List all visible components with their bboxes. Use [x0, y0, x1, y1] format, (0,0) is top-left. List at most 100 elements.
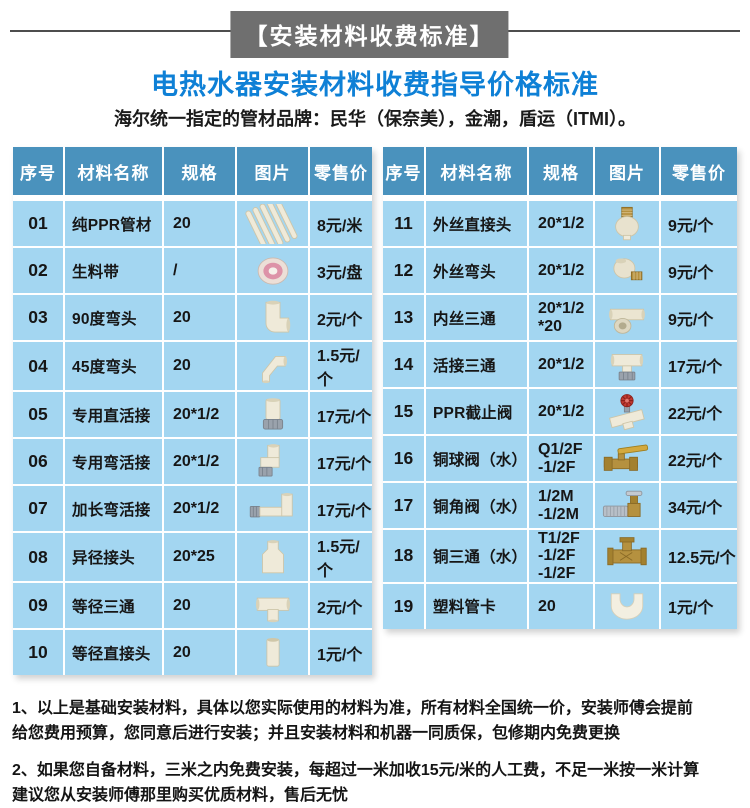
cell-photo: [237, 342, 308, 390]
cell-spec: 20*1/2: [164, 392, 235, 437]
cell-spec: 20*25: [164, 533, 235, 581]
cell-price: 17元/个: [661, 342, 737, 387]
cell-material-name: 外丝弯头: [426, 248, 527, 293]
cell-material-name: 铜三通（水）: [426, 530, 527, 582]
cell-seq: 09: [13, 583, 63, 628]
cell-price: 1元/个: [310, 630, 372, 675]
cell-price: 12.5元/个: [661, 530, 737, 582]
cell-seq: 13: [383, 295, 424, 340]
cell-spec: 20*1/2 *20: [529, 295, 593, 340]
cell-photo: [595, 483, 659, 528]
cell-spec: 20: [164, 342, 235, 390]
cell-price: 2元/个: [310, 583, 372, 628]
cell-price: 8元/米: [310, 201, 372, 246]
cell-material-name: 铜球阀（水）: [426, 436, 527, 481]
cell-photo: [237, 486, 308, 531]
cell-photo: [595, 530, 659, 582]
cell-seq: 10: [13, 630, 63, 675]
cell-seq: 07: [13, 486, 63, 531]
column-header: 图片: [595, 147, 659, 195]
cell-photo: [595, 583, 659, 629]
tape-icon: [257, 256, 288, 285]
angle-valve-icon: [602, 490, 643, 517]
cell-spec: T1/2F -1/2F -1/2F: [529, 530, 593, 582]
cell-seq: 15: [383, 389, 424, 434]
cell-spec: 20*1/2: [529, 389, 593, 434]
reducer-icon: [261, 540, 284, 574]
note-2: 2、如果您自备材料，三米之内免费安装，每超过一米加收15元/米的人工费，不足一米…: [12, 762, 700, 804]
cell-photo: [237, 248, 308, 293]
top-banner: 【安装材料收费标准】: [0, 0, 750, 58]
cell-price: 9元/个: [661, 201, 737, 246]
cell-photo: [595, 201, 659, 246]
cell-photo: [237, 439, 308, 484]
cell-photo: [237, 630, 308, 675]
cell-material-name: 等径直接头: [65, 630, 162, 675]
subtitle: 海尔统一指定的管材品牌：民华（保奈美），金潮，盾运（ITMI）。: [114, 109, 636, 129]
pipes-icon: [244, 203, 297, 244]
column-header: 图片: [237, 147, 308, 195]
cell-spec: 20: [529, 583, 593, 629]
cell-seq: 11: [383, 201, 424, 246]
cell-photo: [237, 201, 308, 246]
column-header: 材料名称: [65, 147, 162, 195]
cell-price: 17元/个: [310, 392, 372, 437]
column-header: 零售价: [310, 147, 372, 195]
cell-seq: 17: [383, 483, 424, 528]
cell-material-name: 等径三通: [65, 583, 162, 628]
union-elbow-long-icon: [249, 492, 293, 517]
cell-photo: [237, 533, 308, 581]
cell-seq: 14: [383, 342, 424, 387]
cell-spec: 20*1/2: [529, 201, 593, 246]
male-elbow-icon: [613, 257, 643, 280]
cell-spec: 20*1/2: [164, 439, 235, 484]
cell-price: 3元/盘: [310, 248, 372, 293]
column-header: 序号: [383, 147, 424, 195]
cell-spec: 20: [164, 630, 235, 675]
page-title: 电热水器安装材料收费指导价格标准: [151, 70, 599, 100]
union-tee-icon: [610, 353, 644, 380]
cell-seq: 19: [383, 583, 424, 629]
table-header-row: 序号 材料名称 规格 图片 零售价: [383, 147, 737, 195]
cell-material-name: 专用直活接: [65, 392, 162, 437]
cell-material-name: 铜角阀（水）: [426, 483, 527, 528]
column-header: 规格: [164, 147, 235, 195]
cell-material-name: 内丝三通: [426, 295, 527, 340]
cell-price: 22元/个: [661, 436, 737, 481]
tee-icon: [255, 597, 290, 622]
cell-seq: 08: [13, 533, 63, 581]
elbow90-icon: [265, 300, 290, 332]
cell-price: 1.5元/个: [310, 533, 372, 581]
cell-material-name: 外丝直接头: [426, 201, 527, 246]
coupler-icon: [265, 637, 280, 667]
stop-valve-icon: [609, 393, 645, 430]
cell-spec: 20*1/2: [164, 486, 235, 531]
table-body: 01 纯PPR管材 20 8元/米 02 生料带/ 3元/盘 03 90度弯头 20 2元/个…: [13, 201, 372, 675]
cell-spec: 20: [164, 201, 235, 246]
cell-seq: 12: [383, 248, 424, 293]
cell-price: 9元/个: [661, 248, 737, 293]
cell-price: 34元/个: [661, 483, 737, 528]
cell-seq: 06: [13, 439, 63, 484]
column-header: 零售价: [661, 147, 737, 195]
female-tee-icon: [609, 308, 645, 334]
cell-seq: 05: [13, 392, 63, 437]
cell-seq: 02: [13, 248, 63, 293]
cell-photo: [595, 295, 659, 340]
cell-spec: 20: [164, 295, 235, 340]
pipe-clamp-icon: [610, 593, 644, 620]
union-straight-icon: [262, 397, 283, 429]
column-header: 序号: [13, 147, 63, 195]
cell-photo: [595, 248, 659, 293]
cell-material-name: 专用弯活接: [65, 439, 162, 484]
table-header-row: 序号 材料名称 规格 图片 零售价: [13, 147, 372, 195]
cell-material-name: 45度弯头: [65, 342, 162, 390]
cell-material-name: 纯PPR管材: [65, 201, 162, 246]
price-tables: 序号 材料名称 规格 图片 零售价 01 纯PPR管材 20 8元/米 02 生料带/ 3元/盘…: [0, 147, 750, 675]
cell-material-name: 塑料管卡: [426, 583, 527, 629]
cell-price: 22元/个: [661, 389, 737, 434]
elbow45-icon: [261, 355, 287, 384]
cell-price: 17元/个: [310, 439, 372, 484]
cell-seq: 18: [383, 530, 424, 582]
banner-badge: 【安装材料收费标准】: [230, 11, 509, 58]
